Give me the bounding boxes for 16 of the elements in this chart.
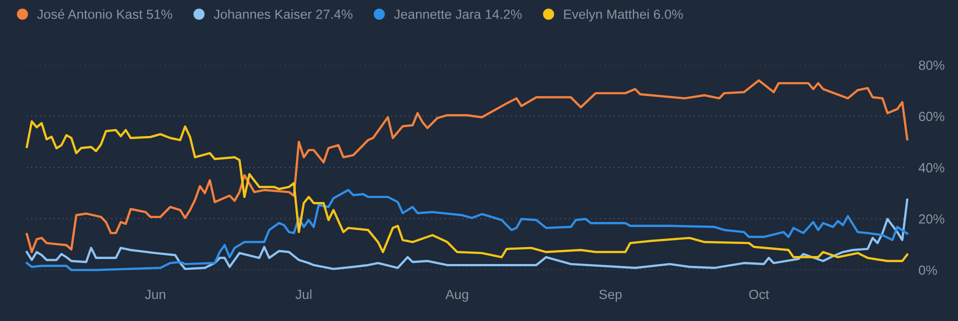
legend-label: José Antonio Kast 51% <box>37 9 172 19</box>
y-tick-label: 20% <box>919 214 944 224</box>
y-tick-label: 80% <box>918 60 944 70</box>
legend-label: Evelyn Matthei 6.0% <box>564 9 683 22</box>
line-series <box>26 79 908 254</box>
legend-label: Johannes Kaiser 27.4% <box>214 9 352 19</box>
x-tick-label: Sep <box>599 290 622 302</box>
x-tick-label: Oct <box>749 290 770 300</box>
x-tick-label: Jul <box>296 289 312 300</box>
y-tick-label: 60% <box>919 112 944 122</box>
x-tick-label: Aug <box>445 290 468 302</box>
legend-label: Jeannette Jara 14.2% <box>394 10 522 19</box>
x-tick-label: Jun <box>144 290 166 300</box>
line-series <box>26 120 908 262</box>
y-tick-label: 0% <box>918 266 937 275</box>
y-tick-label: 40% <box>918 163 944 172</box>
